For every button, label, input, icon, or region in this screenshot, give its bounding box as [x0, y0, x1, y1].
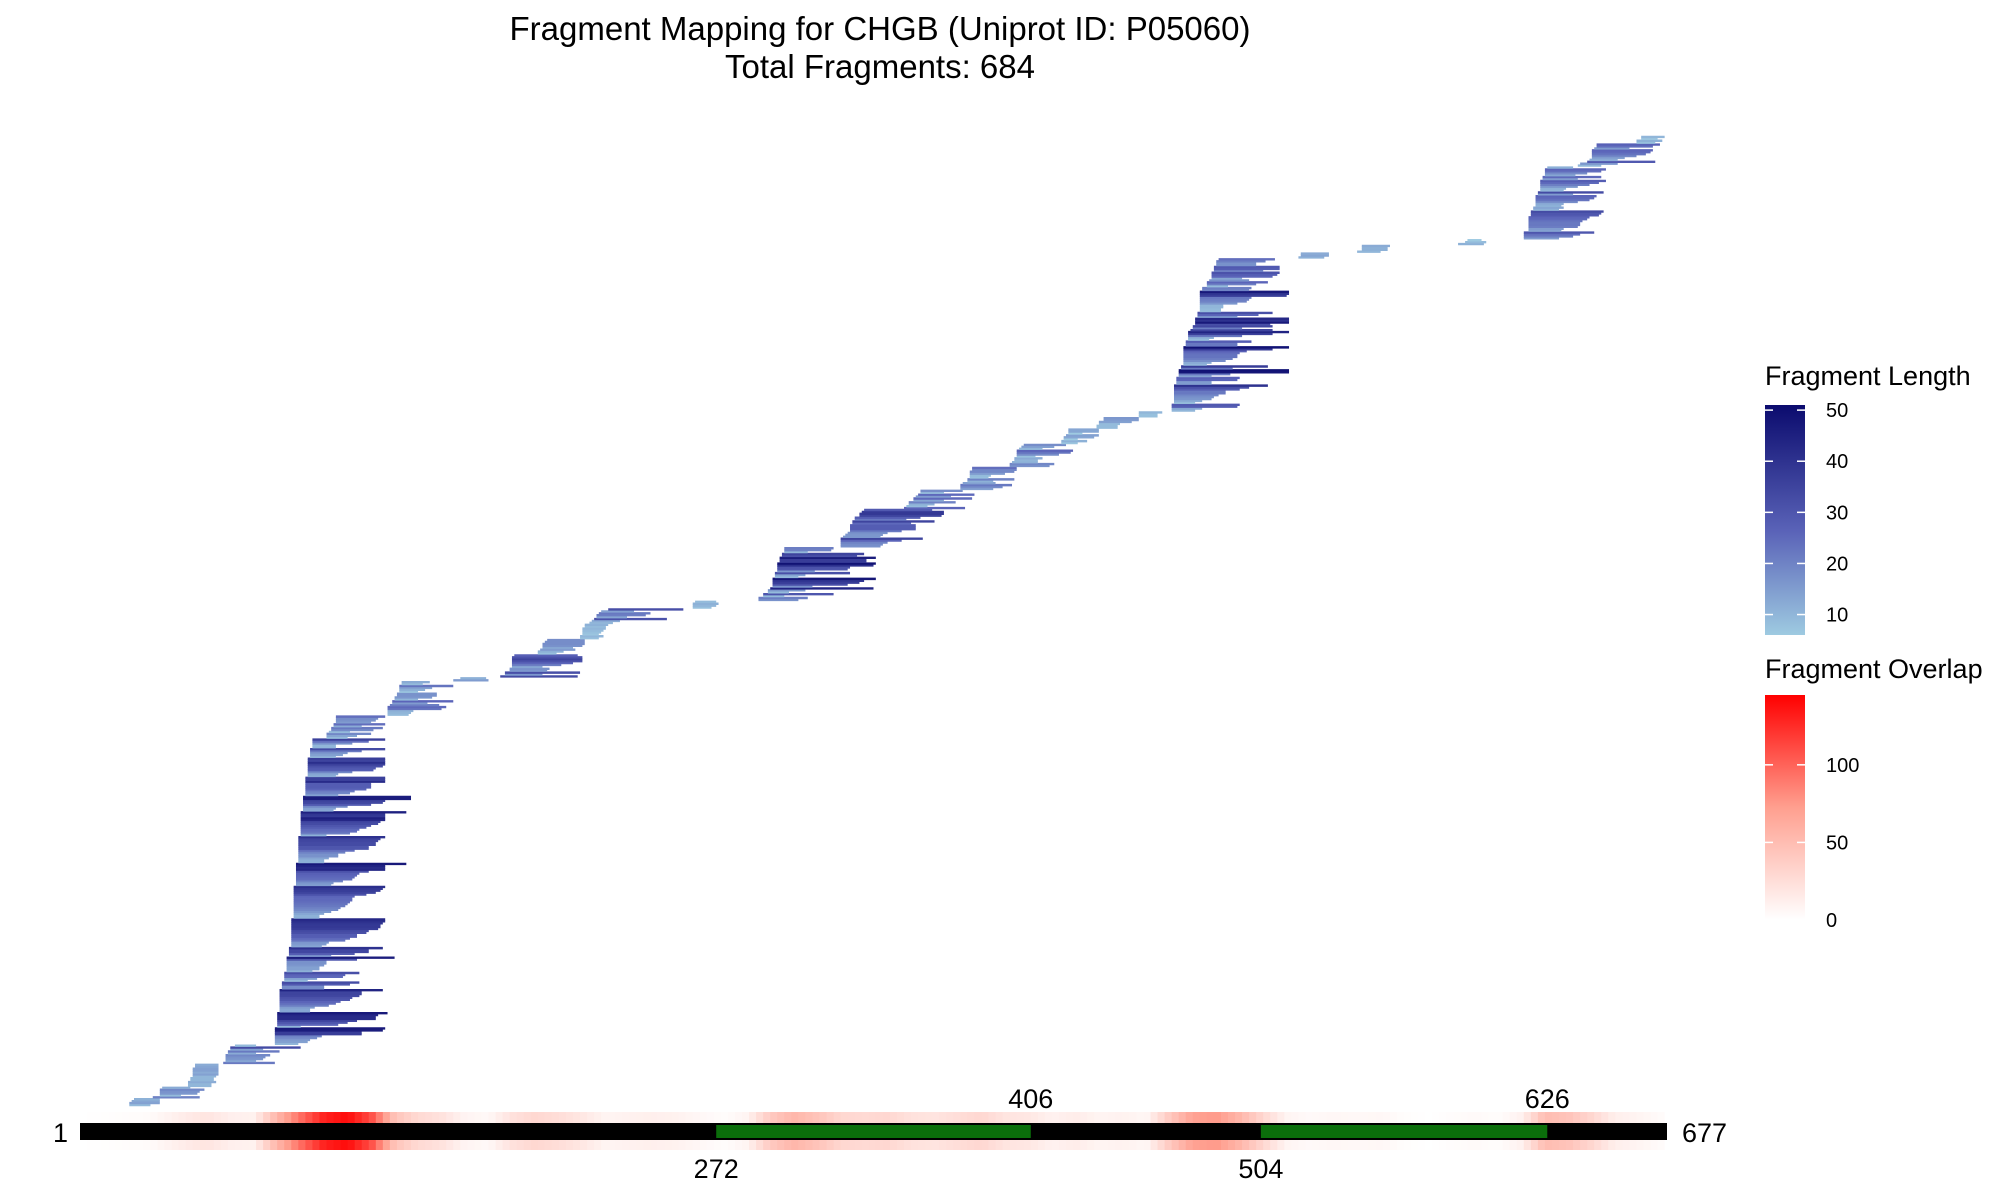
- fragments-layer: [129, 135, 1665, 1107]
- domain-1: [716, 1125, 1031, 1138]
- domain-1-start-label: 272: [694, 1154, 739, 1184]
- fragment-overlap-ticks: 0 50 100: [1765, 755, 1859, 932]
- legend-tick-label: 10: [1826, 605, 1848, 627]
- fragment-length-legend-title: Fragment Length: [1765, 361, 1971, 391]
- legend-tick-label: 100: [1826, 755, 1859, 777]
- domain-2-start-label: 504: [1238, 1154, 1283, 1184]
- chart-subtitle: Total Fragments: 684: [725, 48, 1035, 85]
- fragment-length-colorbar: [1765, 405, 1805, 635]
- fragment-overlap-legend: Fragment Overlap 0 50 100: [1765, 654, 1983, 932]
- legend-tick-label: 20: [1826, 553, 1848, 575]
- fragment-overlap-legend-title: Fragment Overlap: [1765, 654, 1983, 684]
- domains-layer: 272 406 504 626: [694, 1084, 1570, 1184]
- sequence-end-label: 677: [1682, 1118, 1727, 1148]
- domain-1-end-label: 406: [1008, 1084, 1053, 1114]
- overlap-cell: [1664, 1112, 1673, 1150]
- legend-tick-label: 50: [1826, 832, 1848, 854]
- fragment-overlap-colorbar: [1765, 695, 1805, 920]
- legend-tick-label: 0: [1826, 910, 1837, 932]
- fragment-length-ticks: 10 20 30 40 50: [1765, 400, 1848, 627]
- domain-2-end-label: 626: [1525, 1084, 1570, 1114]
- chart-title: Fragment Mapping for CHGB (Uniprot ID: P…: [510, 10, 1251, 47]
- sequence-start-label: 1: [53, 1118, 68, 1148]
- legend-tick-label: 40: [1826, 451, 1848, 473]
- legend-tick-label: 50: [1826, 400, 1848, 422]
- fragment-length-legend: Fragment Length 10 20 30 40 50: [1765, 361, 1971, 635]
- legend-tick-label: 30: [1826, 502, 1848, 524]
- domain-2: [1260, 1125, 1548, 1138]
